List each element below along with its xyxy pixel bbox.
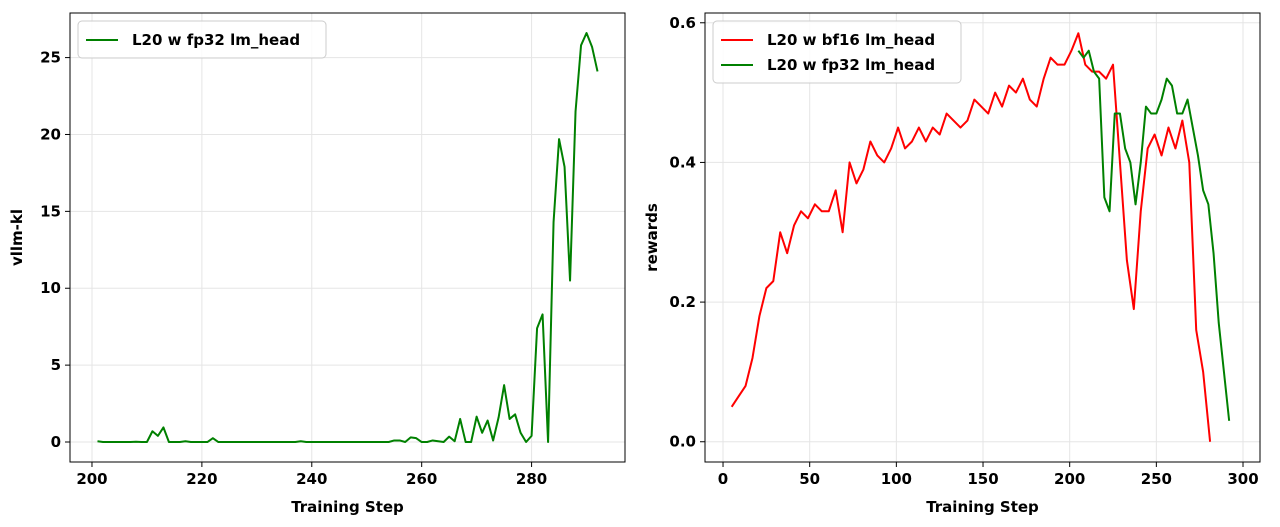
y-tick-label: 0.4 bbox=[669, 153, 696, 171]
y-tick-label: 25 bbox=[40, 49, 61, 67]
x-tick-label: 220 bbox=[186, 470, 217, 488]
x-tick-label: 200 bbox=[76, 470, 107, 488]
x-tick-label: 200 bbox=[1054, 470, 1085, 488]
x-tick-label: 300 bbox=[1227, 470, 1258, 488]
x-axis-label: Training Step bbox=[291, 498, 404, 516]
y-tick-label: 20 bbox=[40, 125, 61, 143]
x-tick-label: 100 bbox=[881, 470, 912, 488]
x-tick-label: 50 bbox=[799, 470, 820, 488]
legend-label: L20 w fp32 lm_head bbox=[767, 56, 935, 74]
x-tick-label: 260 bbox=[406, 470, 437, 488]
y-tick-label: 0.6 bbox=[669, 14, 696, 32]
plot-frame bbox=[69, 12, 626, 463]
legend-box bbox=[712, 20, 962, 84]
y-tick-label: 5 bbox=[51, 356, 61, 374]
legend-box bbox=[77, 20, 327, 59]
plot-frame bbox=[704, 12, 1261, 463]
y-tick-label: 10 bbox=[40, 279, 61, 297]
data-line bbox=[730, 32, 1212, 442]
data-line bbox=[1077, 49, 1231, 421]
x-tick-label: 0 bbox=[718, 470, 728, 488]
x-axis-label: Training Step bbox=[926, 498, 1039, 516]
x-tick-label: 240 bbox=[296, 470, 327, 488]
x-tick-label: 250 bbox=[1141, 470, 1172, 488]
x-tick-label: 280 bbox=[516, 470, 547, 488]
y-axis-label: vllm-kl bbox=[8, 209, 26, 266]
legend-label: L20 w fp32 lm_head bbox=[132, 31, 300, 49]
y-tick-label: 0.2 bbox=[669, 293, 696, 311]
legend-label: L20 w bf16 lm_head bbox=[767, 31, 935, 49]
y-tick-label: 0.0 bbox=[669, 433, 696, 451]
y-tick-label: 15 bbox=[40, 202, 61, 220]
x-tick-label: 150 bbox=[967, 470, 998, 488]
y-tick-label: 0 bbox=[51, 433, 61, 451]
data-line bbox=[97, 31, 599, 444]
y-axis-label: rewards bbox=[643, 203, 661, 272]
